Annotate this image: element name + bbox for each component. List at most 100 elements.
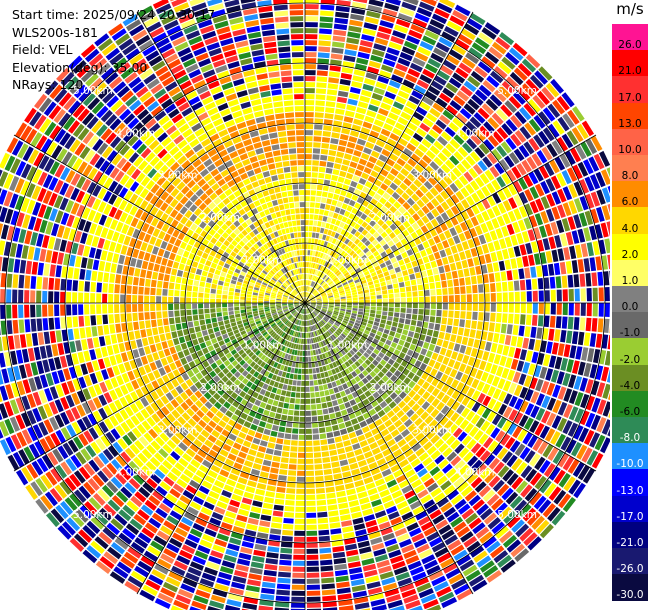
ppi-gate xyxy=(358,372,365,380)
ppi-gate xyxy=(289,373,294,379)
ppi-gate xyxy=(143,550,158,562)
ppi-gate xyxy=(98,421,109,434)
ppi-gate xyxy=(308,238,312,244)
ppi-gate xyxy=(418,548,433,559)
ppi-gate xyxy=(252,305,258,309)
ppi-gate xyxy=(335,261,341,268)
ppi-gate xyxy=(363,342,370,348)
ppi-gate xyxy=(332,546,345,553)
ppi-gate xyxy=(270,322,276,328)
ppi-gate xyxy=(429,509,442,520)
ppi-gate xyxy=(308,268,311,274)
ppi-gate xyxy=(459,251,466,261)
ppi-gate xyxy=(483,437,494,449)
ppi-gate xyxy=(199,578,215,588)
ppi-gate xyxy=(186,433,196,442)
ppi-gate xyxy=(129,443,140,455)
ppi-gate xyxy=(311,172,318,178)
ppi-gate xyxy=(313,214,319,220)
ppi-gate xyxy=(407,495,419,505)
ppi-gate xyxy=(283,309,289,313)
ppi-gate xyxy=(109,389,118,401)
ppi-gate xyxy=(44,435,56,450)
ppi-gate xyxy=(584,210,594,226)
ppi-gate xyxy=(266,358,272,365)
ppi-gate xyxy=(305,398,311,404)
ppi-gate xyxy=(316,300,322,302)
ppi-gate xyxy=(607,428,610,437)
ppi-gate xyxy=(212,588,228,598)
ppi-gate xyxy=(456,90,470,102)
ppi-gate xyxy=(262,383,269,390)
ppi-gate xyxy=(415,447,426,457)
ppi-gate xyxy=(490,364,498,375)
ppi-gate xyxy=(356,284,362,289)
ppi-gate xyxy=(539,479,552,494)
ppi-gate xyxy=(435,519,449,530)
ppi-gate xyxy=(369,493,380,502)
ppi-gate xyxy=(561,316,568,329)
ppi-gate xyxy=(321,143,330,149)
ppi-gate xyxy=(230,467,241,476)
ppi-gate xyxy=(585,273,592,287)
ppi-gate xyxy=(402,220,411,229)
ppi-gate xyxy=(417,397,426,406)
ppi-gate xyxy=(375,314,381,319)
ppi-gate xyxy=(351,155,360,163)
ppi-gate xyxy=(347,257,353,263)
ppi-gate xyxy=(264,333,270,339)
ppi-gate xyxy=(497,554,512,568)
ppi-gate xyxy=(498,334,506,344)
ppi-gate xyxy=(212,383,221,392)
ppi-gate xyxy=(190,459,201,469)
ppi-gate xyxy=(581,347,589,361)
ppi-gate xyxy=(288,464,297,470)
ppi-gate xyxy=(324,420,331,427)
ppi-gate xyxy=(514,314,520,325)
ppi-gate xyxy=(608,412,610,418)
ppi-gate xyxy=(193,320,200,327)
ppi-gate xyxy=(240,352,247,359)
ppi-gate xyxy=(395,571,410,581)
ppi-gate xyxy=(364,569,378,578)
ppi-gate xyxy=(541,410,551,424)
ppi-gate xyxy=(170,399,180,408)
ppi-gate xyxy=(97,470,109,483)
ppi-gate xyxy=(359,420,368,428)
ppi-gate xyxy=(484,283,490,293)
ppi-gate xyxy=(417,314,424,321)
ppi-gate xyxy=(316,323,320,329)
ppi-gate xyxy=(568,374,577,389)
ppi-gate xyxy=(394,219,402,227)
ppi-gate xyxy=(174,317,181,324)
ppi-gate xyxy=(140,397,149,407)
ppi-gate xyxy=(447,237,455,247)
ppi-gate xyxy=(192,555,207,566)
ppi-gate xyxy=(493,550,509,564)
ppi-gate xyxy=(216,307,222,313)
ppi-gate xyxy=(286,313,291,318)
ppi-gate xyxy=(382,311,388,316)
ppi-gate xyxy=(458,503,471,515)
ppi-gate xyxy=(359,40,373,48)
ppi-gate xyxy=(439,92,452,104)
ppi-gate xyxy=(485,98,499,111)
ppi-gate xyxy=(74,365,83,377)
ppi-gate xyxy=(371,499,382,507)
ppi-gate xyxy=(529,186,539,200)
ppi-gate xyxy=(302,345,305,350)
ppi-gate xyxy=(370,247,377,254)
ppi-gate xyxy=(375,139,386,148)
ppi-gate xyxy=(336,587,351,595)
ppi-gate xyxy=(568,288,574,302)
ppi-gate xyxy=(315,482,325,488)
ppi-gate xyxy=(435,371,443,380)
ppi-gate xyxy=(429,536,443,548)
ppi-gate xyxy=(387,240,395,247)
ppi-gate xyxy=(305,286,307,292)
ppi-gate xyxy=(519,400,529,413)
ppi-gate xyxy=(414,12,430,23)
ppi-gate xyxy=(329,522,341,529)
ppi-gate xyxy=(406,336,413,343)
ppi-gate xyxy=(483,565,499,578)
